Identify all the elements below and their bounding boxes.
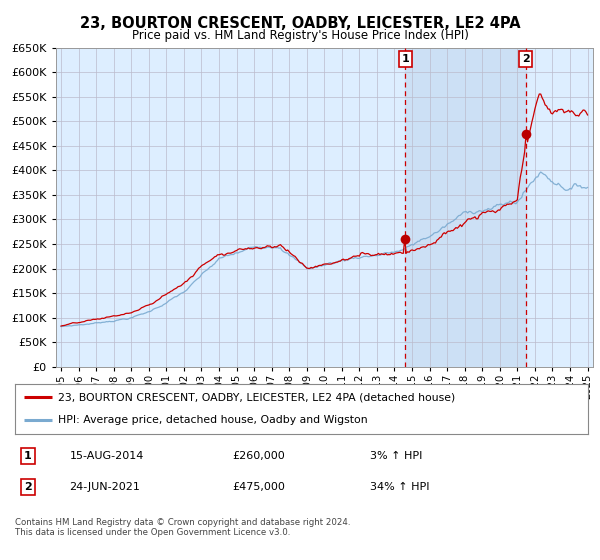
Text: £260,000: £260,000 (233, 451, 286, 461)
Text: 23, BOURTON CRESCENT, OADBY, LEICESTER, LE2 4PA: 23, BOURTON CRESCENT, OADBY, LEICESTER, … (80, 16, 520, 31)
Text: Contains HM Land Registry data © Crown copyright and database right 2024.
This d: Contains HM Land Registry data © Crown c… (15, 518, 350, 538)
Text: £475,000: £475,000 (233, 482, 286, 492)
Text: HPI: Average price, detached house, Oadby and Wigston: HPI: Average price, detached house, Oadb… (58, 416, 368, 426)
Text: 23, BOURTON CRESCENT, OADBY, LEICESTER, LE2 4PA (detached house): 23, BOURTON CRESCENT, OADBY, LEICESTER, … (58, 392, 455, 402)
Text: 1: 1 (401, 54, 409, 64)
Text: 24-JUN-2021: 24-JUN-2021 (70, 482, 140, 492)
Text: Price paid vs. HM Land Registry's House Price Index (HPI): Price paid vs. HM Land Registry's House … (131, 29, 469, 42)
Text: 15-AUG-2014: 15-AUG-2014 (70, 451, 144, 461)
Text: 34% ↑ HPI: 34% ↑ HPI (370, 482, 430, 492)
Text: 3% ↑ HPI: 3% ↑ HPI (370, 451, 422, 461)
Text: 1: 1 (24, 451, 31, 461)
Text: 2: 2 (522, 54, 530, 64)
Text: 2: 2 (24, 482, 31, 492)
Bar (406, 48, 526, 367)
